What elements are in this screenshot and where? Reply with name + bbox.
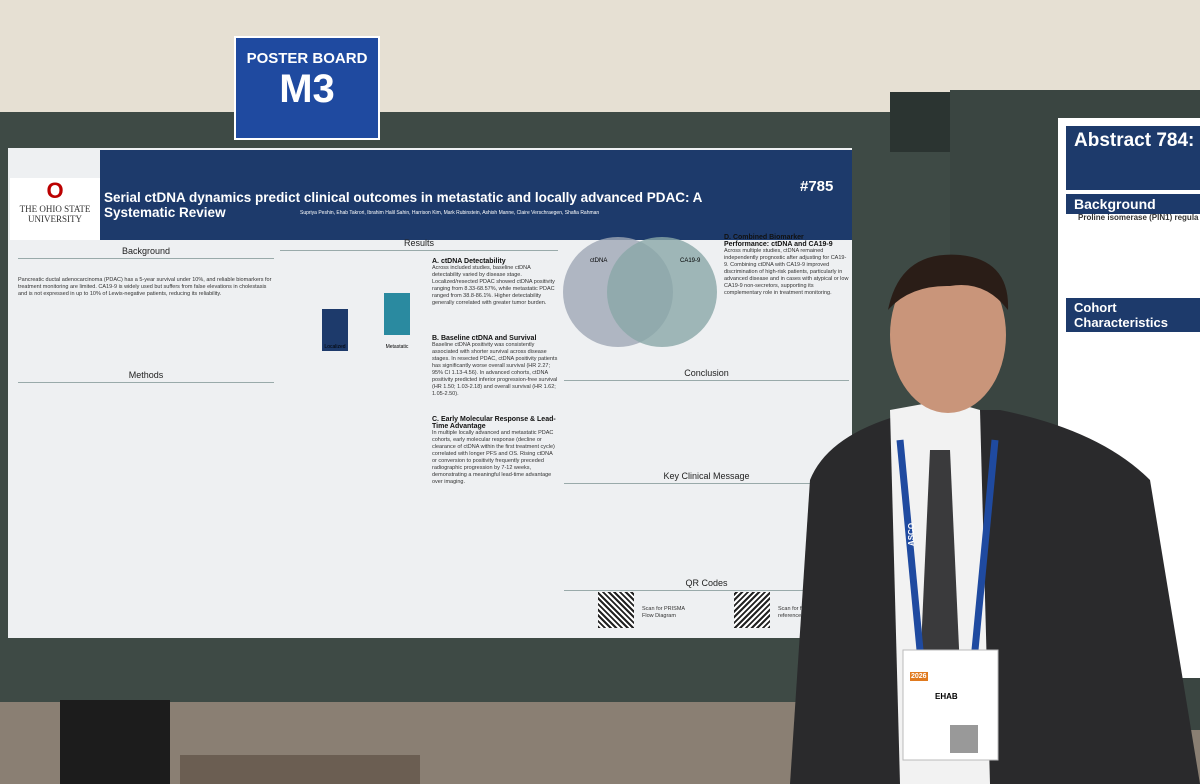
col-right-text: D. Combined Biomarker Performance: ctDNA… [724,234,850,297]
results-text: A. ctDNA Detectability Across included s… [432,258,558,486]
authors: Supriya Peshin, Ehab Takrori, Ibrahim Ha… [300,210,600,216]
right-bullet: Proline isomerase (PIN1) regula [1078,213,1199,222]
background-text: Pancreatic ductal adenocarcinoma (PDAC) … [18,277,272,297]
body-text: Across included studies, baseline ctDNA … [432,265,555,306]
body-text: Baseline ctDNA positivity was consistent… [432,342,558,397]
right-poster-header: Abstract 784: [1066,126,1200,190]
subheading: C. Early Molecular Response & Lead-Time … [432,416,556,430]
right-title: Abstract 784: [1074,130,1195,151]
badge-year: 2026 [910,672,928,681]
subheading: B. Baseline ctDNA and Survival [432,335,537,342]
venn: ctDNA CA19-9 [563,237,717,347]
sign-label: POSTER BOARD [246,50,368,67]
poster-sign: POSTER BOARD M3 [234,36,380,140]
section-heading: Background [18,244,274,259]
badge-name: EHAB [935,692,958,701]
bar [384,293,410,335]
bar-label: Localized [324,344,345,350]
logo-mark: O [46,178,64,203]
venn-label: ctDNA [590,258,607,264]
qr-label: Scan for PRISMA Flow Diagram [642,606,685,619]
lanyard-text: ASCO [907,522,917,547]
sign-board: M3 [279,67,335,111]
section-heading: Key Clinical Message [564,469,849,484]
poster-number: #785 [800,178,834,195]
subheading: D. Combined Biomarker Performance: ctDNA… [724,234,833,248]
section-heading: QR Codes [564,576,849,591]
body-text: Across multiple studies, ctDNA remained … [724,248,849,296]
col-right: Conclusion Key Clinical Message QR Codes… [564,366,849,628]
right-heading: Background [1066,194,1200,214]
qr-code [734,592,770,628]
bar-label: Metastatic [386,344,409,350]
col-left: Background Pancreatic ductal adenocarcin… [18,244,274,383]
qr-label: Scan for full reference list [778,606,810,619]
section-heading: Results [280,236,558,251]
venn-label: CA19-9 [680,258,701,264]
person [790,254,1200,784]
poster-header: Serial ctDNA dynamics predict clinical o… [100,150,852,240]
bar-figure: Localized Metastatic [322,293,410,361]
col-mid: Results Localized Metastatic [280,236,558,361]
section-heading: Conclusion [564,366,849,381]
right-heading: Cohort Characteristics [1066,298,1200,332]
qr-code [598,592,634,628]
logo: O THE OHIO STATE UNIVERSITY [10,178,100,240]
poster-title: Serial ctDNA dynamics predict clinical o… [104,190,702,220]
subheading: A. ctDNA Detectability [432,258,506,265]
section-heading: Methods [18,368,274,383]
body-text: In multiple locally advanced and metasta… [432,430,555,485]
university: THE OHIO STATE UNIVERSITY [19,204,91,224]
